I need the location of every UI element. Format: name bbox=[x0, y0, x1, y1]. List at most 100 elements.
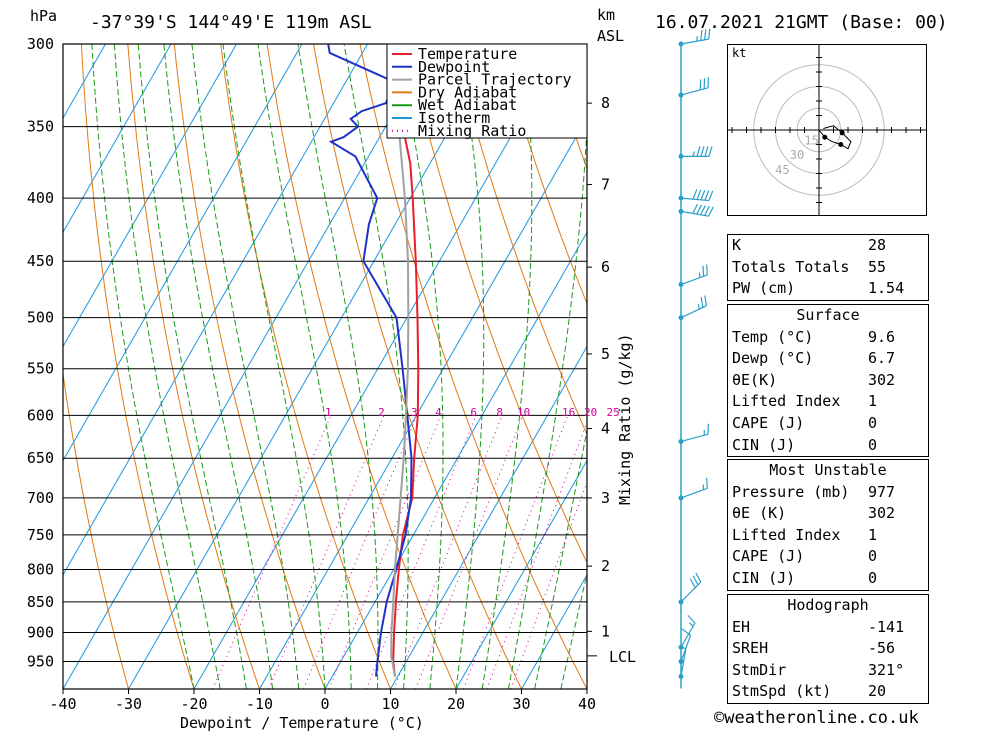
hodograph-table: Hodograph EH -141 SREH -56 StmDir 321° StmS… bbox=[727, 594, 929, 704]
mixing-ratio-line bbox=[328, 415, 442, 689]
wet-adiabat-line bbox=[560, 571, 587, 689]
mixing-ratio-line bbox=[393, 415, 503, 689]
parcel-trajectory-line bbox=[390, 44, 410, 677]
wind-barb-flag bbox=[680, 646, 687, 650]
axes: 3003504004505005506006507007508008509009… bbox=[27, 35, 636, 713]
mixing-ratio-label: 25 bbox=[606, 406, 619, 419]
wet-adiabat-line bbox=[343, 44, 409, 689]
temp-tick-label: 30 bbox=[512, 695, 530, 713]
hodograph-ring-label: 30 bbox=[790, 148, 804, 162]
mixing-ratio-axis-label: Mixing Ratio (g/kg) bbox=[616, 333, 634, 505]
location-title: -37°39'S 144°49'E 119m ASL bbox=[90, 12, 372, 33]
wind-barb-flag bbox=[708, 206, 714, 217]
temp-tick-label: -30 bbox=[115, 695, 142, 713]
km-tick-label: 4 bbox=[601, 420, 610, 438]
asl-unit-label: ASL bbox=[597, 27, 624, 45]
dry-adiabat-line bbox=[917, 44, 1000, 689]
km-unit-label: km bbox=[597, 6, 615, 24]
km-tick-label: 8 bbox=[601, 94, 610, 112]
legend-box bbox=[386, 43, 588, 139]
wind-barb-flag bbox=[687, 614, 696, 624]
legend-entry: Parcel Trajectory bbox=[418, 71, 572, 89]
x-axis-label: Dewpoint / Temperature (°C) bbox=[180, 714, 424, 732]
wind-barb bbox=[678, 203, 714, 217]
surface-row: CAPE (J) 0 bbox=[732, 413, 878, 432]
legend-entry: Mixing Ratio bbox=[418, 122, 526, 140]
hodograph-point bbox=[839, 130, 845, 136]
legend-entry: Isotherm bbox=[418, 109, 490, 127]
hodograph-title: Hodograph bbox=[787, 596, 869, 614]
wind-barb-flag bbox=[700, 30, 703, 41]
km-tick-label: 5 bbox=[601, 345, 610, 363]
wet-adiabat-line bbox=[222, 44, 326, 689]
most-unstable-title: Most Unstable bbox=[769, 461, 887, 479]
wet-adiabat-line bbox=[113, 44, 221, 689]
pressure-tick-label: 600 bbox=[27, 406, 54, 424]
surface-row: Lifted Index 1 bbox=[732, 392, 878, 411]
pressure-tick-label: 700 bbox=[27, 489, 54, 507]
wind-barbs bbox=[678, 28, 714, 689]
indices-row-pw: PW (cm) 1.54 bbox=[732, 279, 905, 298]
mixing-ratio-line bbox=[510, 480, 587, 689]
surface-row: θE(K) 302 bbox=[732, 370, 896, 389]
hodograph-ring-label: 45 bbox=[775, 163, 789, 177]
temp-tick-label: 40 bbox=[578, 695, 596, 713]
km-tick-label: 3 bbox=[601, 489, 610, 507]
wind-barb bbox=[678, 295, 707, 321]
wind-barb-flag bbox=[706, 477, 708, 489]
background-lines bbox=[63, 44, 1000, 689]
isotherm-line bbox=[63, 44, 172, 234]
mixing-ratio-label: 6 bbox=[470, 406, 477, 419]
wind-barb-flag bbox=[688, 622, 694, 627]
wind-barb-shaft bbox=[680, 210, 709, 217]
most-unstable-table: Most Unstable Pressure (mb) 977 θE (K) 302… bbox=[727, 459, 929, 591]
mixing-ratio-line bbox=[303, 415, 418, 689]
mixing-ratio-line bbox=[268, 415, 385, 689]
wind-barb bbox=[678, 614, 696, 650]
wind-barb-shaft bbox=[680, 433, 709, 443]
pressure-tick-label: 550 bbox=[27, 360, 54, 378]
mixing-ratio-label: 10 bbox=[517, 406, 530, 419]
temp-tick-label: 0 bbox=[320, 695, 329, 713]
dry-adiabat-line bbox=[452, 44, 587, 436]
lcl-label: LCL bbox=[609, 648, 636, 666]
wind-barb-shaft bbox=[680, 38, 709, 45]
dry-adiabat-line bbox=[498, 44, 587, 305]
wind-barb-flag bbox=[707, 28, 711, 40]
wind-barb-shaft bbox=[680, 581, 702, 603]
wind-barb-flag bbox=[692, 575, 699, 586]
wind-barb-flag bbox=[697, 303, 700, 310]
dry-adiabat-line bbox=[80, 44, 195, 689]
pressure-tick-label: 300 bbox=[27, 35, 54, 53]
hodograph-trace bbox=[818, 125, 852, 150]
hodograph-unit-label: kt bbox=[732, 46, 746, 60]
surface-row: CIN (J) 0 bbox=[732, 435, 878, 454]
mixing-ratio-label: 3 bbox=[411, 406, 418, 419]
wind-barb-flag bbox=[696, 35, 698, 42]
wind-barb bbox=[678, 646, 687, 680]
isotherm-line bbox=[63, 44, 237, 348]
wind-barb-flag bbox=[692, 203, 699, 214]
pressure-tick-label: 850 bbox=[27, 593, 54, 611]
wet-adiabat-line bbox=[91, 44, 195, 689]
wind-barb-shaft bbox=[680, 274, 708, 286]
pressure-tick-label: 500 bbox=[27, 309, 54, 327]
dry-adiabat-line bbox=[127, 44, 260, 689]
km-tick-label: 7 bbox=[601, 176, 610, 194]
most-unstable-row: Lifted Index 1 bbox=[732, 525, 878, 544]
wind-barb-shaft bbox=[680, 87, 709, 96]
isotherm-line bbox=[390, 345, 587, 689]
wet-adiabat-line bbox=[455, 44, 485, 689]
wind-barb-flag bbox=[704, 295, 707, 306]
pressure-tick-label: 750 bbox=[27, 526, 54, 544]
surface-row: Dewp (°C) 6.7 bbox=[732, 349, 896, 368]
wind-barb-flag bbox=[696, 146, 701, 157]
copyright-link[interactable]: ©weatheronline.co.uk bbox=[714, 708, 919, 728]
wind-barb-flag bbox=[696, 189, 702, 200]
legend-entry: Wet Adiabat bbox=[418, 96, 517, 114]
pressure-tick-label: 400 bbox=[27, 189, 54, 207]
most-unstable-row: θE (K) 302 bbox=[732, 504, 896, 523]
wind-barb bbox=[678, 28, 711, 47]
legend-entry: Temperature bbox=[418, 45, 517, 63]
